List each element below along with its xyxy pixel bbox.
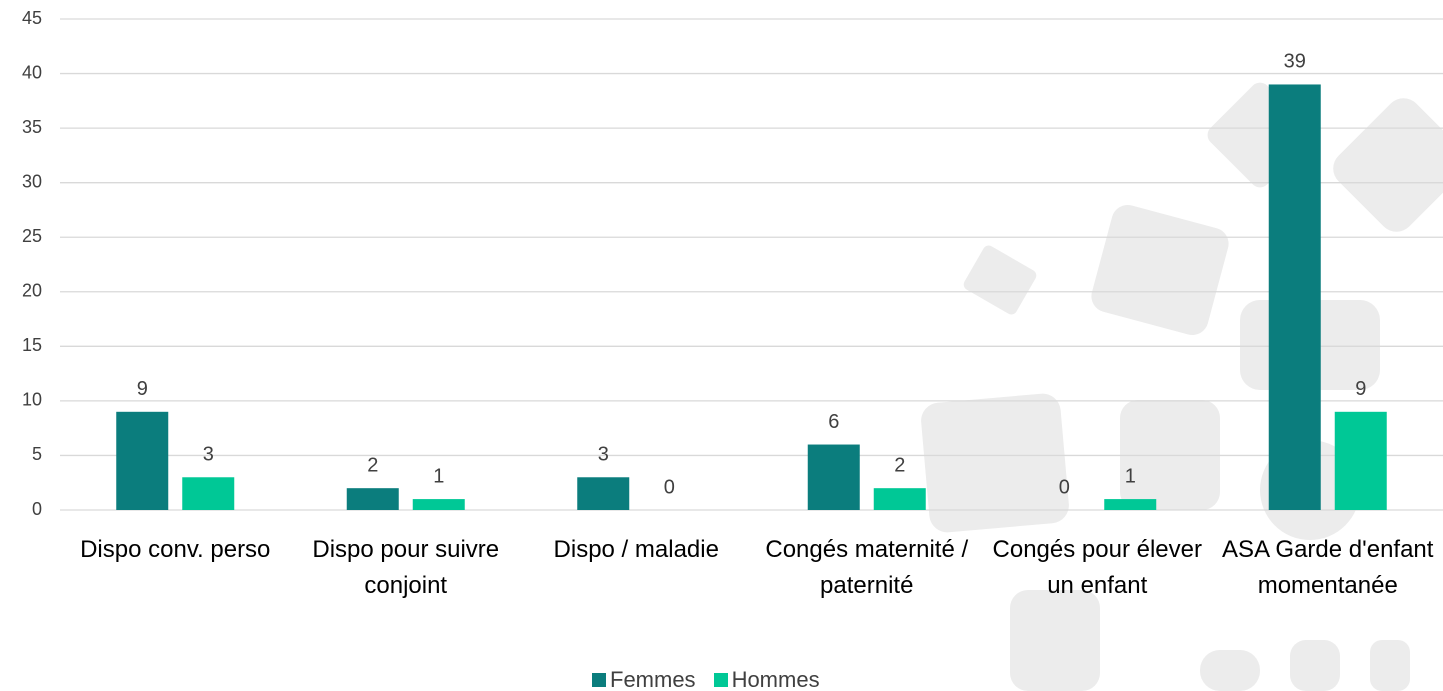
bar (1104, 499, 1156, 510)
y-tick-label: 35 (22, 117, 42, 137)
bar (347, 488, 399, 510)
y-tick-label: 30 (22, 171, 42, 191)
legend-label: Hommes (732, 667, 820, 691)
value-label: 2 (367, 454, 378, 476)
bar (577, 477, 629, 510)
x-tick-label: Dispo / maladie (522, 532, 750, 568)
x-tick-label: Dispo pour suivre conjoint (292, 532, 520, 604)
value-label: 6 (828, 411, 839, 433)
y-tick-label: 10 (22, 390, 42, 410)
bar (182, 477, 234, 510)
x-tick-label: Dispo conv. perso (61, 532, 289, 568)
legend-label: Femmes (610, 667, 696, 691)
legend: Femmes Hommes (592, 667, 838, 691)
x-tick-label: Congés pour élever un enfant (983, 532, 1211, 604)
value-label: 3 (598, 444, 609, 466)
bar (116, 412, 168, 510)
value-label: 0 (1059, 476, 1070, 498)
chart-area: 0510152025303540459321306201399 FemmesHo… (0, 0, 1443, 691)
bar (1269, 84, 1321, 510)
y-tick-label: 15 (22, 335, 42, 355)
legend-item: Hommes (714, 667, 820, 691)
y-tick-label: 40 (22, 62, 42, 82)
y-tick-label: 20 (22, 281, 42, 301)
y-tick-label: 5 (32, 444, 42, 464)
y-tick-label: 0 (32, 499, 42, 519)
value-label: 1 (433, 465, 444, 487)
bar (808, 445, 860, 510)
value-label: 1 (1125, 465, 1136, 487)
bar (874, 488, 926, 510)
legend-swatch (592, 673, 606, 687)
x-tick-label: Congés maternité / paternité (753, 532, 981, 604)
bar (413, 499, 465, 510)
value-label: 39 (1284, 51, 1306, 73)
legend-item: Femmes (592, 667, 696, 691)
value-label: 3 (203, 444, 214, 466)
bar (1335, 412, 1387, 510)
value-label: 2 (894, 454, 905, 476)
x-tick-label: ASA Garde d'enfant momentanée (1214, 532, 1442, 604)
value-label: 9 (137, 378, 148, 400)
legend-swatch (714, 673, 728, 687)
y-tick-label: 25 (22, 226, 42, 246)
value-label: 0 (664, 476, 675, 498)
value-label: 9 (1355, 378, 1366, 400)
y-tick-label: 45 (22, 8, 42, 28)
